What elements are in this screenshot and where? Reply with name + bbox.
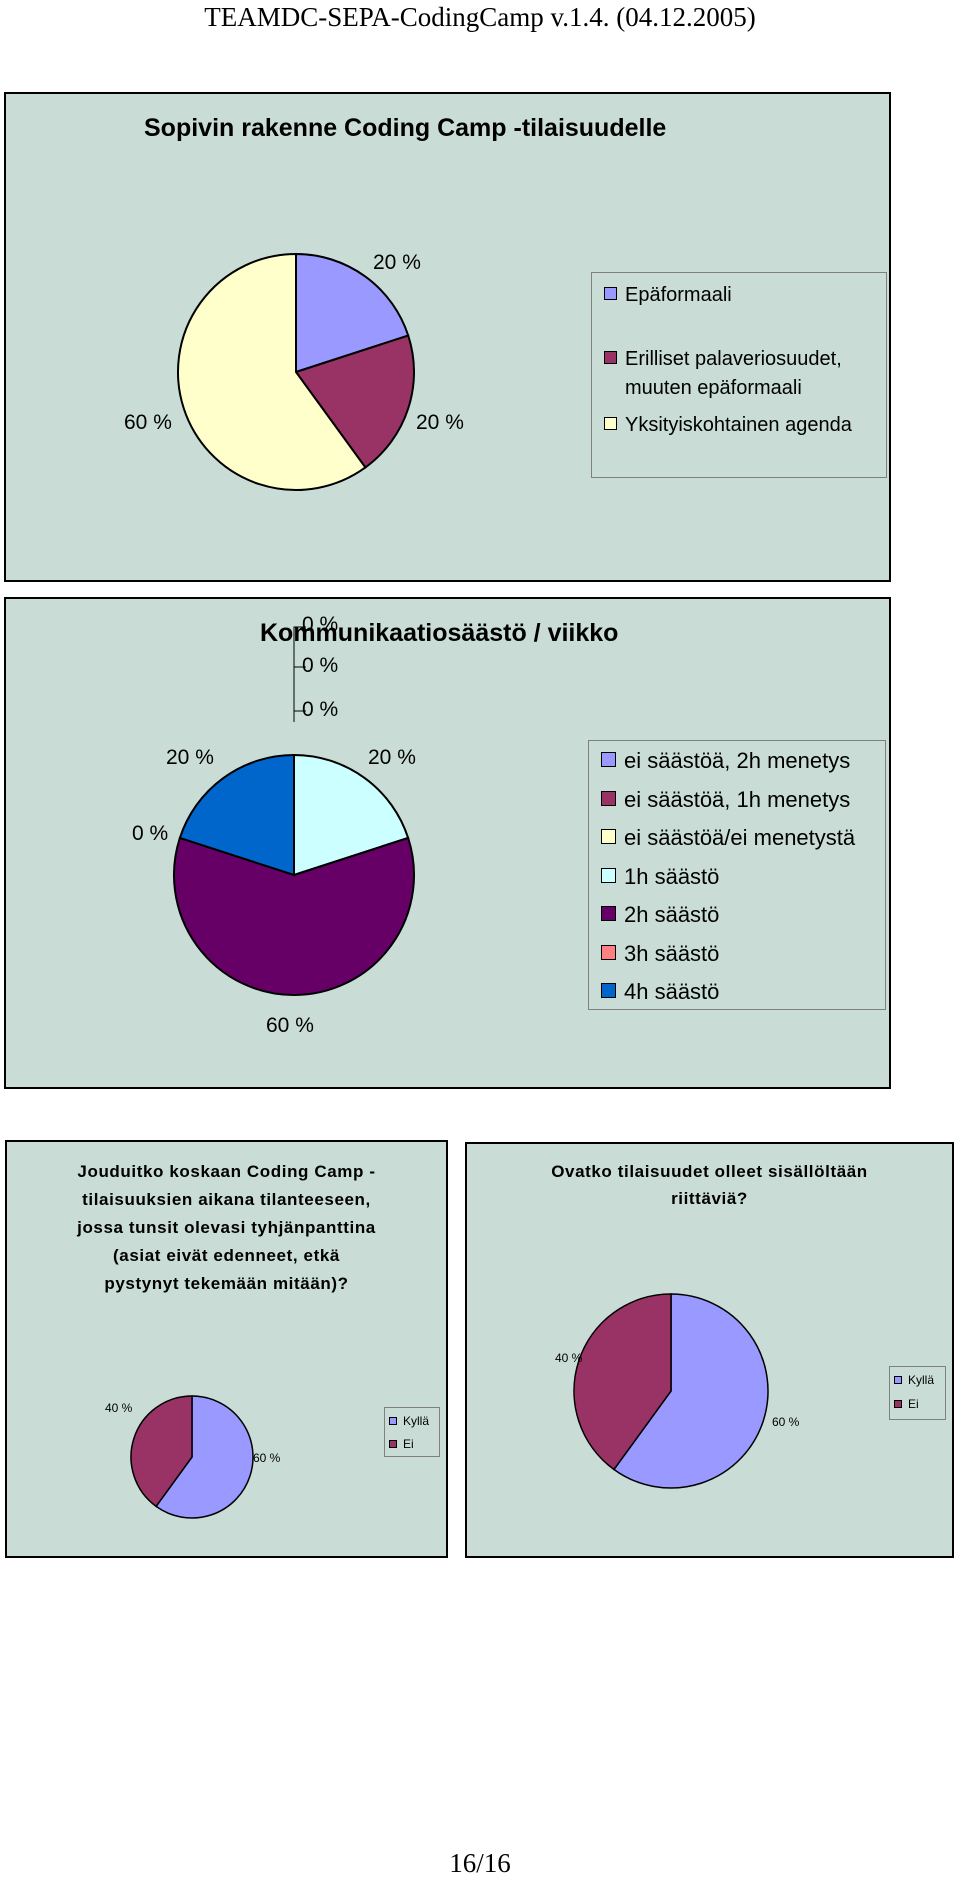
data-label: 0 % <box>302 698 338 721</box>
legend-label: ei säästöä/ei menetystä <box>624 825 856 850</box>
pie-slice <box>612 1293 769 1489</box>
legend-label: 1h säästö <box>624 864 720 889</box>
legend-swatch <box>604 287 617 300</box>
pie-chart-structure: 20 % 20 % 60 % <box>124 251 464 491</box>
chart-legend: ei säästöä, 2h menetys ei säästöä, 1h me… <box>588 740 886 1010</box>
pie-slice <box>155 1395 254 1519</box>
chart-panel-structure: Sopivin rakenne Coding Camp -tilaisuudel… <box>4 92 891 582</box>
legend-swatch <box>601 829 616 844</box>
chart-title: Jouduitko koskaan Coding Camp - tilaisuu… <box>7 1158 446 1298</box>
pie-chart-content: 60 % 40 % <box>555 1293 800 1489</box>
legend-swatch <box>894 1400 902 1408</box>
legend-swatch <box>601 752 616 767</box>
page-header: TEAMDC-SEPA-CodingCamp v.1.4. (04.12.200… <box>204 2 756 32</box>
chart-title-line: riittäviä? <box>671 1189 748 1208</box>
pie-slice <box>294 334 415 469</box>
legend-item: ei säästöä, 1h menetys <box>601 784 850 815</box>
legend-item: ei säästöä, 2h menetys <box>601 745 850 776</box>
chart-title-line: (asiat eivät edenneet, etkä <box>113 1246 340 1265</box>
legend-swatch <box>601 791 616 806</box>
legend-swatch <box>601 983 616 998</box>
data-label: 20 % <box>166 746 214 769</box>
data-label: 0 % <box>132 822 168 845</box>
pie-slice <box>177 252 367 491</box>
pie-chart-idle: 60 % 40 % <box>105 1395 281 1519</box>
legend-item: Kyllä <box>389 1413 429 1429</box>
data-label: 40 % <box>105 1401 133 1415</box>
legend-item: 4h säästö <box>601 976 719 1007</box>
chart-title: Sopivin rakenne Coding Camp -tilaisuudel… <box>144 114 667 142</box>
pie-slice <box>130 1395 193 1508</box>
pie-slice <box>573 1293 672 1471</box>
legend-swatch <box>604 351 617 364</box>
chart-title-line: jossa tunsit olevasi tyhjänpanttina <box>77 1218 376 1237</box>
data-label: 20 % <box>373 251 421 274</box>
data-label: 40 % <box>555 1351 583 1365</box>
data-label: 0 % <box>302 613 338 636</box>
chart-legend: Epäformaali Erilliset palaveriosuudet, m… <box>591 272 887 478</box>
data-label: 60 % <box>772 1415 800 1429</box>
legend-swatch <box>389 1417 397 1425</box>
legend-label: Ei <box>908 1397 919 1411</box>
data-label: 60 % <box>266 1014 314 1037</box>
legend-label: Erilliset palaveriosuudet, muuten epäfor… <box>625 348 842 399</box>
legend-label: ei säästöä, 1h menetys <box>624 787 851 812</box>
chart-legend: Kyllä Ei <box>384 1407 440 1457</box>
legend-swatch <box>604 417 617 430</box>
legend-swatch <box>601 868 616 883</box>
chart-title-line: pystynyt tekemään mitään)? <box>104 1274 349 1293</box>
legend-swatch <box>894 1376 902 1384</box>
legend-item: 1h säästö <box>601 861 719 892</box>
chart-legend: Kyllä Ei <box>889 1366 946 1420</box>
chart-title: Kommunikaatiosäästö / viikko <box>260 619 619 647</box>
chart-panel-idle: Jouduitko koskaan Coding Camp - tilaisuu… <box>5 1140 448 1558</box>
pie-slice <box>178 753 295 877</box>
legend-swatch <box>601 906 616 921</box>
legend-item: ei säästöä/ei menetystä <box>601 822 855 853</box>
pie-chart-communication: 0 % 0 % 0 % 20 % 60 % 0 % 20 % <box>132 613 416 1037</box>
legend-item: Yksityiskohtainen agenda <box>604 411 874 440</box>
chart-panel-content: Ovatko tilaisuudet olleet sisällöltään r… <box>465 1142 954 1558</box>
legend-label: 4h säästö <box>624 979 720 1004</box>
data-label: 60 % <box>124 411 172 434</box>
chart-title-line: tilaisuuksien aikana tilanteeseen, <box>82 1190 371 1209</box>
data-label: 0 % <box>302 654 338 677</box>
legend-item: 3h säästö <box>601 938 719 969</box>
legend-label: Epäformaali <box>625 284 732 306</box>
legend-item: Kyllä <box>894 1372 934 1388</box>
leader-line <box>293 666 306 722</box>
chart-panel-communication: 0 % 0 % 0 % 20 % 60 % 0 % 20 % Kommunikaatiosä… <box>4 597 891 1089</box>
pie-slice <box>173 836 415 996</box>
legend-swatch <box>601 945 616 960</box>
pie-slice <box>295 252 410 374</box>
legend-item: 2h säästö <box>601 899 719 930</box>
legend-item: Ei <box>894 1396 919 1412</box>
legend-item: Ei <box>389 1436 414 1452</box>
legend-item: Erilliset palaveriosuudet, muuten epäfor… <box>604 345 874 403</box>
legend-item: Epäformaali <box>604 281 874 310</box>
data-label: 60 % <box>253 1451 281 1465</box>
legend-label: Yksityiskohtainen agenda <box>625 414 852 436</box>
legend-label: ei säästöä, 2h menetys <box>624 748 851 773</box>
chart-title-line: Ovatko tilaisuudet olleet sisällöltään <box>551 1162 868 1181</box>
pie-slice <box>293 753 410 877</box>
data-label: 20 % <box>368 746 416 769</box>
data-label: 20 % <box>416 411 464 434</box>
chart-title-line: Jouduitko koskaan Coding Camp - <box>77 1162 376 1181</box>
chart-title: Ovatko tilaisuudet olleet sisällöltään r… <box>467 1158 952 1212</box>
legend-swatch <box>389 1440 397 1448</box>
leader-line <box>293 710 306 722</box>
legend-label: 2h säästö <box>624 902 720 927</box>
page-footer: 16/16 <box>449 1848 511 1878</box>
legend-label: Kyllä <box>908 1373 935 1387</box>
legend-label: 3h säästö <box>624 941 720 966</box>
legend-label: Ei <box>403 1437 414 1451</box>
legend-label: Kyllä <box>403 1414 430 1428</box>
